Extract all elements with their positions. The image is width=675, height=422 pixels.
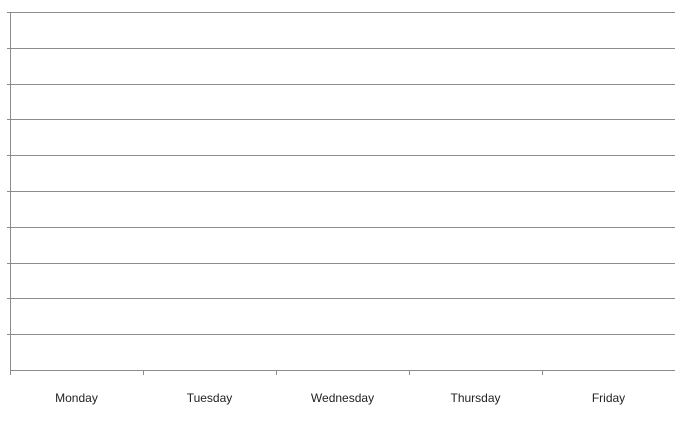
gridlines — [7, 12, 675, 335]
x-ticks — [10, 370, 543, 375]
x-tick-label-friday: Friday — [592, 391, 625, 405]
x-tick-label-wednesday: Wednesday — [311, 391, 374, 405]
x-axis-labels: Monday Tuesday Wednesday Thursday Friday — [55, 391, 625, 405]
x-tick-label-monday: Monday — [55, 391, 98, 405]
axes — [10, 12, 675, 371]
x-tick-label-tuesday: Tuesday — [187, 391, 233, 405]
x-tick-label-thursday: Thursday — [450, 391, 500, 405]
